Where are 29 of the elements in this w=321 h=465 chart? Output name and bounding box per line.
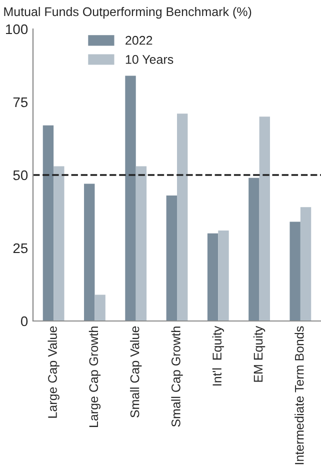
- bar: [54, 166, 64, 321]
- legend-label: 2022: [126, 36, 152, 45]
- bar: [248, 178, 260, 321]
- bar: [136, 166, 147, 321]
- x-tick-label: Small Cap Value: [130, 326, 142, 418]
- legend-label: 10 Years: [126, 55, 174, 64]
- x-tick-label: Int'l Equity: [212, 326, 224, 386]
- bar: [290, 222, 300, 321]
- y-tick-label: 0: [20, 316, 28, 326]
- bar: [207, 233, 218, 321]
- x-tick-label: EM Equity: [253, 326, 266, 382]
- y-tick-label: 75: [13, 97, 28, 108]
- bar: [259, 116, 270, 321]
- bar: [94, 294, 106, 321]
- bar: [300, 207, 312, 321]
- bar: [177, 114, 188, 321]
- x-tick-label: Large Cap Value: [48, 326, 60, 418]
- x-tick-label: Large Cap Growth: [88, 326, 101, 427]
- bar: [125, 76, 136, 321]
- bar: [218, 230, 229, 321]
- y-tick-label: 25: [13, 243, 28, 254]
- bar: [166, 195, 177, 321]
- chart-title: Mutual Funds Outperforming Benchmark (%): [4, 6, 252, 19]
- y-tick-label: 50: [13, 170, 28, 180]
- y-tick-label: 100: [6, 24, 28, 34]
- x-tick-label: Small Cap Growth: [171, 326, 183, 427]
- bar: [84, 184, 95, 321]
- bar: [42, 125, 54, 321]
- x-tick-label: Intermediate Term Bonds: [294, 326, 304, 464]
